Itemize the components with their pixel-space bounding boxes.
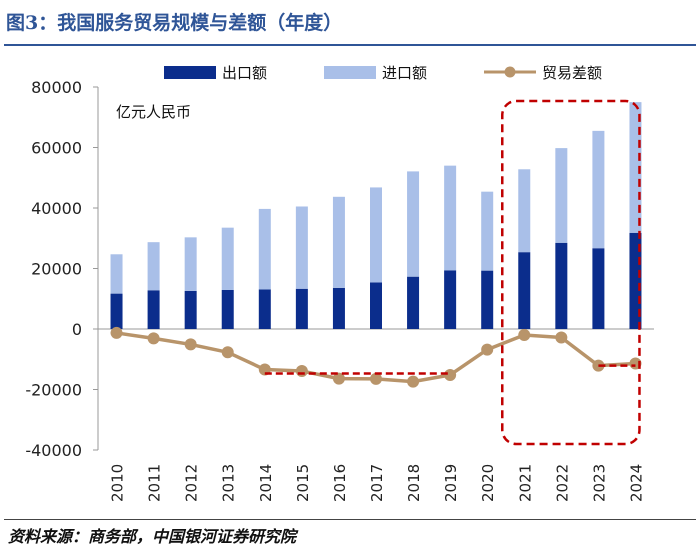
balance-point — [481, 343, 494, 356]
export-bar — [629, 232, 642, 329]
import-bar — [332, 196, 345, 288]
import-bar — [555, 148, 568, 243]
import-bar — [518, 169, 531, 253]
source-rule — [4, 519, 696, 520]
x-tick-label: 2014 — [257, 464, 275, 502]
export-bar — [481, 270, 494, 329]
unit-label: 亿元人民币 — [116, 103, 191, 121]
y-tick-label: -40000 — [25, 441, 82, 460]
import-bar — [110, 254, 123, 294]
y-tick-label: 40000 — [31, 199, 82, 218]
export-bar — [444, 270, 457, 329]
source-note: 资料来源：商务部，中国银河证券研究院 — [8, 527, 297, 546]
balance-point — [295, 365, 308, 378]
x-tick-label: 2011 — [146, 464, 164, 502]
legend-export-label: 出口额 — [222, 64, 267, 82]
balance-point — [147, 332, 160, 345]
x-tick-label: 2023 — [590, 464, 608, 502]
x-tick-label: 2020 — [479, 464, 497, 502]
export-bar — [110, 293, 123, 329]
export-bar — [295, 288, 308, 329]
x-tick-label: 2012 — [183, 464, 201, 502]
export-bar — [518, 252, 531, 329]
import-bar — [147, 242, 160, 291]
export-bar — [184, 290, 197, 329]
y-tick-label: 80000 — [31, 78, 82, 97]
import-bar — [258, 208, 271, 290]
x-tick-label: 2022 — [553, 464, 571, 502]
y-tick-label: 20000 — [31, 260, 82, 279]
legend-import-label: 进口额 — [382, 64, 427, 82]
x-tick-label: 2019 — [442, 464, 460, 502]
legend-balance-label: 贸易差额 — [542, 64, 602, 82]
x-tick-label: 2024 — [627, 464, 645, 502]
export-bar — [592, 248, 605, 329]
import-bar — [370, 187, 382, 283]
balance-point — [555, 331, 568, 344]
balance-point — [184, 338, 197, 351]
import-bar — [481, 191, 494, 271]
x-tick-label: 2015 — [294, 464, 312, 502]
import-bar — [444, 165, 457, 271]
export-bar — [258, 289, 271, 329]
import-bar — [295, 206, 308, 289]
balance-line-layer — [110, 326, 642, 388]
import-bar — [592, 130, 605, 249]
y-tick-label: 60000 — [31, 139, 82, 158]
balance-point — [370, 372, 382, 385]
bars-layer — [110, 102, 642, 329]
legend-import-swatch — [324, 66, 376, 79]
highlight-layer — [264, 99, 641, 446]
x-tick-label: 2010 — [109, 464, 127, 502]
balance-point — [332, 372, 345, 385]
export-bar — [147, 290, 160, 329]
import-bar — [407, 171, 420, 277]
x-tick-label: 2018 — [405, 464, 423, 502]
import-bar — [184, 237, 197, 291]
balance-point — [221, 346, 234, 359]
export-bar — [332, 287, 345, 329]
export-bar — [370, 282, 382, 329]
x-tick-label: 2013 — [220, 464, 238, 502]
legend-balance-marker — [504, 66, 516, 78]
highlight-box-2021-2024 — [501, 99, 641, 446]
axis-layer: -40000 -20000 0 20000 40000 60000 80000 2010 201… — [25, 78, 654, 502]
title-rule — [4, 44, 696, 46]
figure-title: 图3：我国服务贸易规模与差额（年度） — [6, 12, 343, 34]
legend: 出口额 进口额 贸易差额 — [164, 64, 602, 82]
export-bar — [221, 289, 234, 329]
balance-point — [518, 329, 531, 342]
balance-point — [407, 375, 420, 388]
export-bar — [407, 276, 420, 329]
balance-point — [444, 368, 457, 381]
balance-point — [110, 326, 123, 339]
y-tick-label: -20000 — [25, 381, 82, 400]
legend-export-swatch — [164, 66, 216, 79]
import-bar — [221, 227, 234, 290]
x-tick-label: 2021 — [516, 464, 534, 502]
export-bar — [555, 242, 568, 329]
x-tick-label: 2016 — [331, 464, 349, 502]
trade-chart: -40000 -20000 0 20000 40000 60000 80000 2010 201… — [25, 64, 654, 502]
x-tick-label: 2017 — [368, 464, 386, 502]
y-tick-label: 0 — [72, 320, 82, 339]
